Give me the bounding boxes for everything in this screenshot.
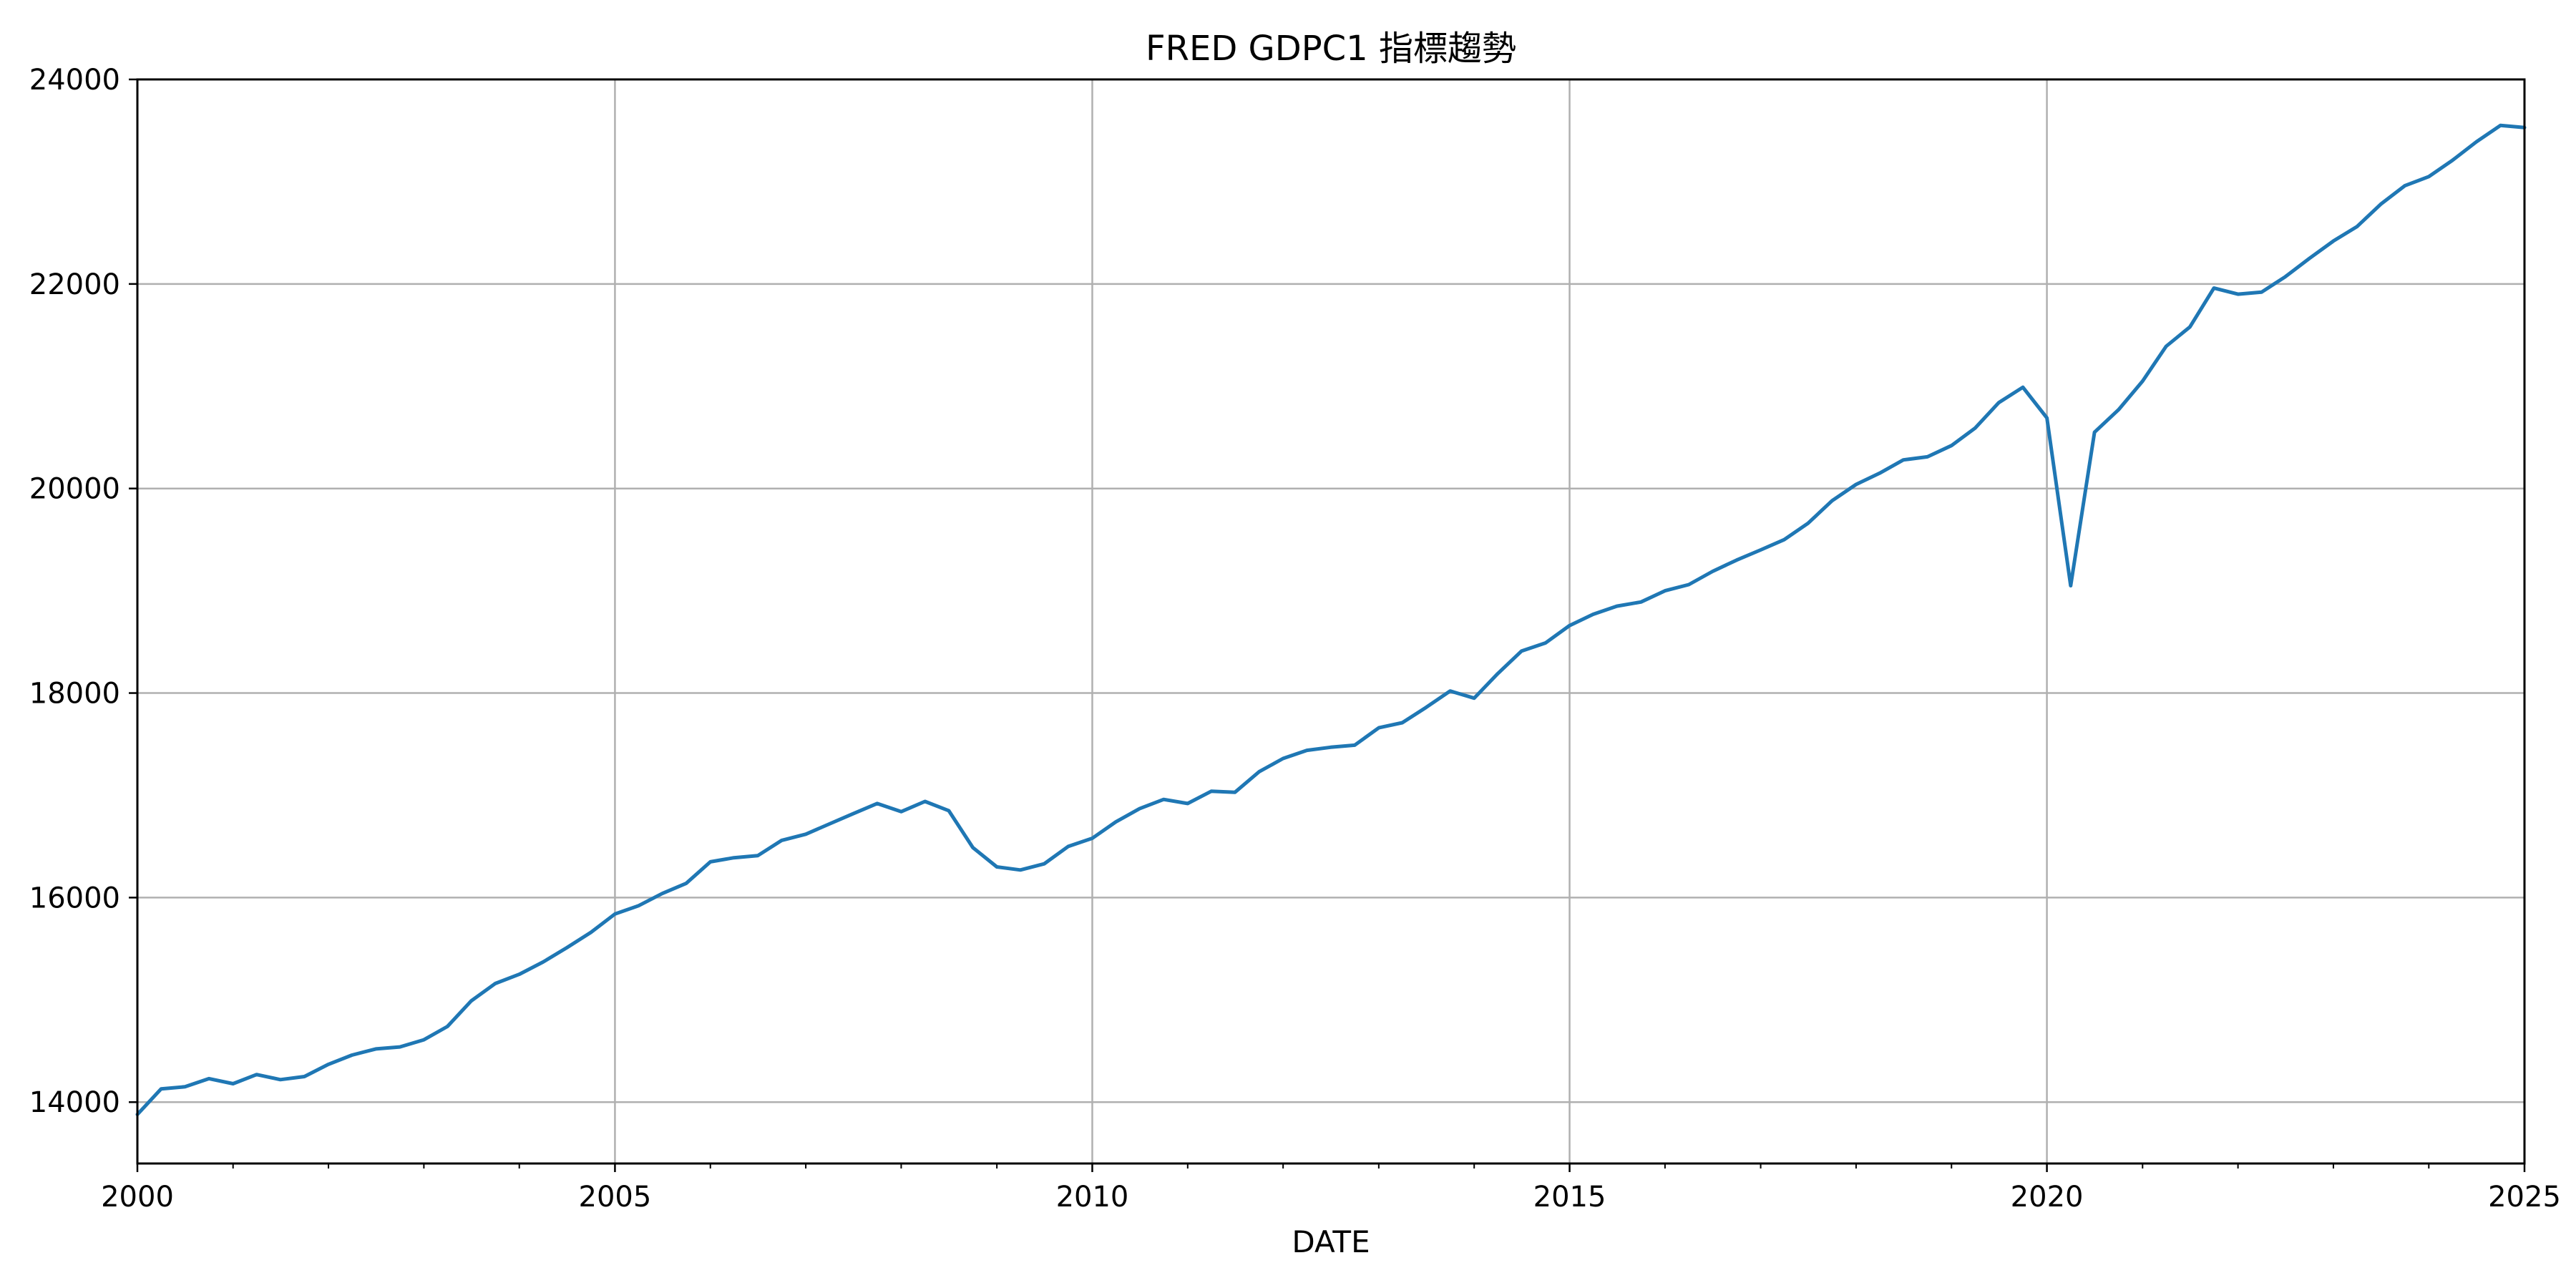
x-tick-label: 2005 xyxy=(579,1181,652,1214)
x-tick-label: 2025 xyxy=(2488,1181,2561,1214)
x-axis-label: DATE xyxy=(1292,1224,1370,1259)
y-tick-label: 18000 xyxy=(29,678,120,711)
y-tick-label: 20000 xyxy=(29,473,120,506)
x-tick-label: 2010 xyxy=(1056,1181,1129,1214)
plot-area-frame xyxy=(136,78,2526,1165)
y-tick-label: 16000 xyxy=(29,882,120,914)
chart-title: FRED GDPC1 指標趨勢 xyxy=(1146,29,1516,69)
x-tick-label: 2000 xyxy=(101,1181,174,1214)
y-tick-label: 24000 xyxy=(29,64,120,97)
y-tick-label: 22000 xyxy=(29,268,120,301)
x-tick-label: 2020 xyxy=(2011,1181,2084,1214)
x-tick-label: 2015 xyxy=(1533,1181,1606,1214)
y-tick-label: 14000 xyxy=(29,1086,120,1119)
series-layer xyxy=(135,123,2527,1116)
series-line xyxy=(135,123,2527,1116)
axis-ticks: 2000 2005 2010 2015 2020 2025 14000 16000 18000 2… xyxy=(29,64,2561,1214)
